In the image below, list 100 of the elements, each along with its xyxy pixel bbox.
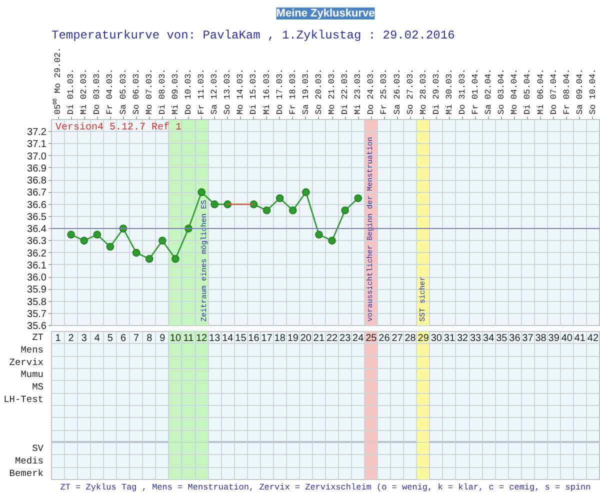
x-tick-label: Fr 08.04. bbox=[562, 68, 572, 114]
y-tick-label: Mens bbox=[20, 344, 44, 356]
point bbox=[158, 236, 166, 245]
data-label: 15 bbox=[235, 333, 247, 344]
x-tick-label: Do 24.03. bbox=[366, 68, 376, 114]
x-tick-label: 05⁰⁰ Mo 29.02. bbox=[52, 47, 64, 114]
data-label: 3 bbox=[81, 333, 88, 344]
y-tick-label: 36.3 bbox=[27, 236, 47, 248]
y-tick-label: 36.4 bbox=[27, 224, 47, 236]
x-tick-label: Mi 02.03. bbox=[79, 68, 90, 114]
point bbox=[172, 254, 180, 263]
point bbox=[315, 230, 323, 239]
x-tick-label: Mo 21.03. bbox=[327, 68, 338, 114]
x-tick-label: Sa 19.03. bbox=[300, 68, 311, 114]
x-tick-label: Sa 05.03. bbox=[118, 68, 128, 114]
data-label: 25 bbox=[366, 333, 378, 344]
data-label: 38 bbox=[535, 333, 547, 344]
y-tick-label: 37.0 bbox=[27, 151, 47, 162]
y-tick-label: MS bbox=[32, 382, 44, 392]
data-label: 34 bbox=[483, 333, 495, 344]
text: ZT = Zyklus Tag , Mens = Menstruation, Zervix = Zervixschleim (o = wenig, k = klar, c = cemig, s = spinn bbox=[60, 482, 591, 492]
x-tick-label: So 13.03. bbox=[222, 68, 233, 114]
x-tick-label: Mo 28.03. bbox=[418, 68, 428, 114]
x-tick-label: Mo 14.03. bbox=[236, 68, 246, 114]
data-label: 22 bbox=[326, 333, 338, 344]
data-label: 2 bbox=[68, 333, 74, 344]
x-tick-label: Di 08.03. bbox=[157, 68, 168, 114]
y-tick-label: 36.5 bbox=[27, 212, 47, 223]
x-tick-label: Mo 04.04. bbox=[510, 68, 520, 114]
x-tick-label: Do 31.03. bbox=[458, 68, 468, 114]
x-tick-label: Sa 02.04. bbox=[484, 68, 494, 114]
data-label: 11 bbox=[183, 333, 194, 344]
point bbox=[302, 188, 310, 196]
point bbox=[198, 188, 206, 196]
point bbox=[145, 254, 154, 263]
point bbox=[262, 206, 271, 214]
x-tick-label: Di 29.03. bbox=[431, 68, 442, 114]
y-tick-label: 36.6 bbox=[27, 200, 47, 211]
x-tick-label: Do 07.04. bbox=[548, 68, 559, 114]
x-tick-label: Sa 26.03. bbox=[392, 68, 402, 114]
x-tick-label: Sa 09.04. bbox=[574, 68, 585, 114]
x-tick-label: So 27.03. bbox=[405, 68, 416, 114]
y-tick-label: 36.1 bbox=[27, 260, 47, 272]
y-tick-label: LH-Test bbox=[4, 394, 44, 405]
y-tick-label: Zervix bbox=[9, 356, 44, 368]
annotation: Version4 5.12.7 Ref 1 bbox=[56, 122, 182, 134]
x-tick-label: Mi 30.03. bbox=[444, 68, 454, 114]
data-label: 37 bbox=[522, 333, 534, 344]
data-label: 14 bbox=[222, 333, 234, 344]
data-label: 31 bbox=[444, 333, 456, 344]
data-label: 33 bbox=[470, 333, 482, 344]
data-label: 12 bbox=[196, 333, 208, 344]
data-label: 42 bbox=[587, 333, 599, 344]
chart-subtitle: Temperaturkurve von: PavlaKam , 1.Zyklustag : 29.02.2016 bbox=[52, 28, 455, 42]
data-label: 27 bbox=[392, 333, 404, 344]
data-label: 26 bbox=[378, 333, 390, 344]
data-label: 28 bbox=[404, 333, 416, 344]
data-label: 20 bbox=[300, 333, 312, 344]
point bbox=[106, 242, 114, 251]
x-tick-label: Di 15.03. bbox=[248, 68, 259, 114]
y-tick-label: 36.9 bbox=[27, 163, 47, 174]
point bbox=[210, 200, 218, 208]
point bbox=[341, 206, 349, 214]
x-tick-label: Mo 07.03. bbox=[144, 68, 154, 114]
x-tick-label: Fr 11.03. bbox=[196, 68, 207, 114]
point bbox=[354, 194, 362, 202]
x-tick-label: Di 05.04. bbox=[522, 68, 533, 114]
x-tick-label: So 03.04. bbox=[496, 68, 507, 114]
x-tick-label: Fr 01.04. bbox=[470, 68, 481, 114]
chart-title: Meine Zykluskurve bbox=[276, 8, 375, 20]
x-tick-label: Mi 06.04. bbox=[536, 68, 546, 114]
point bbox=[276, 194, 284, 202]
data-label: 19 bbox=[287, 333, 299, 344]
data-label: 13 bbox=[209, 333, 221, 344]
y-tick-label: Bemerk bbox=[9, 468, 44, 479]
x-tick-label: Do 03.03. bbox=[92, 68, 102, 114]
point bbox=[80, 236, 88, 245]
x-tick-label: Di 22.03. bbox=[340, 68, 350, 114]
x-tick-label: Do 10.03. bbox=[184, 68, 194, 114]
y-tick-label: 36.8 bbox=[27, 176, 47, 187]
x-tick-label: Do 17.03. bbox=[274, 68, 285, 114]
data-label: 21 bbox=[313, 333, 325, 344]
data-label: 17 bbox=[261, 333, 273, 344]
y-tick-label: 37.1 bbox=[27, 139, 47, 150]
data-label: 35 bbox=[496, 333, 508, 344]
y-tick-label: 35.8 bbox=[27, 296, 47, 308]
x-tick-label: So 20.03. bbox=[314, 68, 324, 114]
data-label: 9 bbox=[160, 333, 166, 344]
y-tick-label: 35.6 bbox=[27, 321, 47, 332]
x-tick-label: Sa 12.03. bbox=[210, 68, 220, 114]
y-tick-label: ZT bbox=[32, 332, 44, 344]
x-tick-label: Mi 23.03. bbox=[353, 68, 364, 114]
point bbox=[67, 230, 75, 239]
data-label: 6 bbox=[120, 333, 126, 344]
y-tick-label: Mumu bbox=[20, 369, 44, 380]
point bbox=[93, 230, 102, 239]
data-label: 24 bbox=[352, 333, 364, 344]
y-tick-label: 37.2 bbox=[27, 127, 47, 138]
point bbox=[132, 248, 140, 257]
data-label: 16 bbox=[248, 333, 260, 344]
